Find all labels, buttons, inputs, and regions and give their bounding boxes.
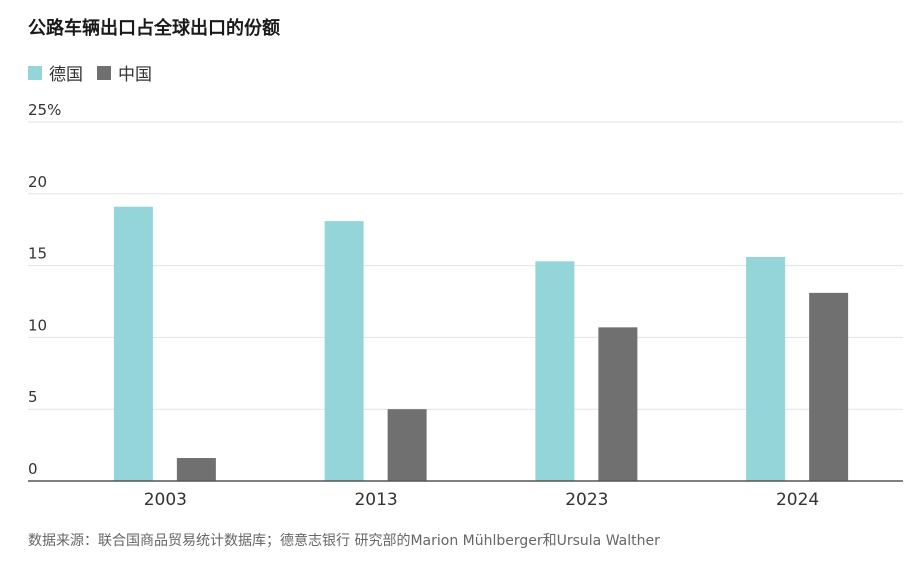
x-tick-label: 2003 bbox=[144, 490, 187, 510]
bar-germany-2013 bbox=[324, 221, 364, 482]
y-tick-label: 10 bbox=[28, 316, 47, 334]
y-tick-label: 0 bbox=[28, 460, 38, 478]
source-note: 数据来源：联合国商品贸易统计数据库；德意志银行 研究部的Marion Mühlb… bbox=[28, 533, 660, 549]
bar-china-2023 bbox=[598, 327, 638, 481]
bar-germany-2024 bbox=[746, 256, 786, 481]
y-tick-label: 20 bbox=[28, 173, 47, 191]
y-tick-label: 5 bbox=[28, 388, 38, 406]
legend-label-china: 中国 bbox=[118, 65, 152, 85]
y-tick-label: 25% bbox=[28, 101, 61, 119]
bar-china-2024 bbox=[809, 292, 849, 481]
bar-china-2003 bbox=[176, 458, 216, 481]
legend: 德国 中国 bbox=[28, 60, 166, 85]
legend-label-germany: 德国 bbox=[49, 65, 83, 85]
x-tick-label: 2024 bbox=[776, 490, 819, 510]
bar-china-2013 bbox=[387, 409, 427, 481]
bar-germany-2023 bbox=[535, 261, 575, 481]
y-tick-label: 15 bbox=[28, 245, 47, 263]
legend-swatch-germany bbox=[28, 65, 42, 80]
legend-item-china: 中国 bbox=[97, 60, 152, 85]
chart-title: 公路车辆出口占全球出口的份额 bbox=[28, 18, 280, 39]
x-tick-label: 2023 bbox=[565, 490, 608, 510]
x-tick-label: 2013 bbox=[354, 490, 397, 510]
legend-swatch-china bbox=[97, 65, 111, 80]
bar-germany-2003 bbox=[113, 206, 153, 481]
legend-item-germany: 德国 bbox=[28, 60, 83, 85]
